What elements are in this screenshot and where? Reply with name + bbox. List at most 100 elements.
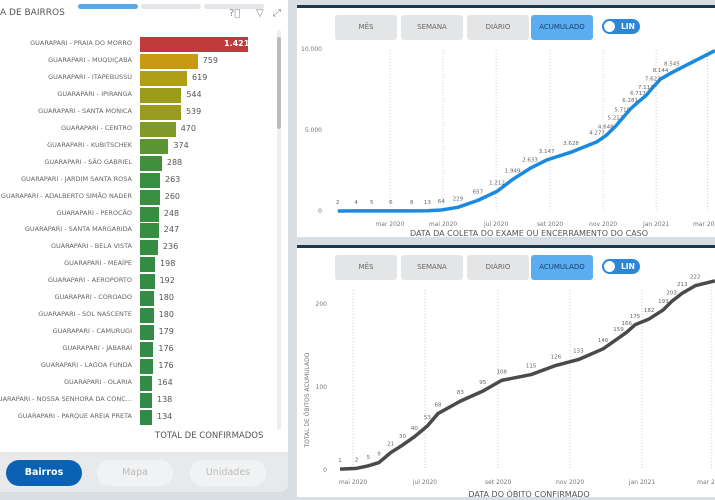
x-tick-label: jul 2020 xyxy=(412,479,437,486)
bar-row[interactable]: GUARAPARI - MEAÍPE 198 xyxy=(0,257,280,273)
bar-row[interactable]: GUARAPARI - ADALBERTO SIMÃO NADER 260 xyxy=(0,189,280,205)
bar[interactable] xyxy=(140,53,198,69)
x-tick-label: set 2020 xyxy=(485,479,512,486)
bar[interactable] xyxy=(140,223,159,239)
mes-button[interactable]: MÊS xyxy=(335,15,397,40)
data-label: 1.212 xyxy=(489,180,505,186)
bar-row[interactable]: GUARAPARI - JARDIM SANTA ROSA 263 xyxy=(0,172,280,188)
help-icon[interactable]: ?⃝ xyxy=(229,8,241,19)
bar[interactable] xyxy=(140,104,181,120)
page-tab-2[interactable] xyxy=(141,4,201,9)
bar-value: 134 xyxy=(157,411,173,421)
bar-row[interactable]: GUARAPARI - SÃO GABRIEL 288 xyxy=(0,155,280,171)
bar-value: 192 xyxy=(159,276,175,286)
data-label: 95 xyxy=(479,380,486,386)
acumulado-button[interactable]: ACUMULADO xyxy=(531,255,593,280)
bar-value: 138 xyxy=(157,394,173,404)
bar-row[interactable]: GUARAPARI - ITAPEBUSSU 619 xyxy=(0,70,280,86)
unidades-button[interactable]: Unidades xyxy=(190,460,266,486)
diario-button[interactable]: DIÁRIO xyxy=(467,15,529,40)
bar[interactable] xyxy=(140,240,158,256)
bar-row[interactable]: GUARAPARI - MUQUIÇABA 759 xyxy=(0,53,280,69)
bar-label: GUARAPARI - OLARIA xyxy=(63,378,132,386)
diario-button[interactable]: DIÁRIO xyxy=(467,255,529,280)
data-label: 4 xyxy=(354,200,358,206)
mes-button[interactable]: MÊS xyxy=(335,255,397,280)
bar[interactable] xyxy=(140,409,152,425)
bar[interactable] xyxy=(140,325,154,341)
bar-row[interactable]: GUARAPARI - PEROCÃO 248 xyxy=(0,206,280,222)
bar-value: 263 xyxy=(164,174,181,184)
bar-label: GUARAPARI - CAMURUGI xyxy=(52,327,132,336)
bar[interactable] xyxy=(140,189,160,205)
x-tick-label: mar 2021 xyxy=(697,479,715,486)
confirmed-cases-chart: MÊS SEMANA DIÁRIO ACUMULADO LIN mar 2020… xyxy=(297,5,715,238)
chart-svg: mar 2020 mai 2020 jul 2020 set 2020 nov 2020… xyxy=(301,46,715,238)
bar-row[interactable]: GUARAPARI - PRAIA DO MORRO 1.421 xyxy=(0,37,280,52)
bar-row[interactable]: GUARAPARI - COROADO 180 xyxy=(0,291,280,307)
bar-row[interactable]: GUARAPARI - PARQUE AREIA PRETA 134 xyxy=(0,409,280,425)
bar-row[interactable]: GUARAPARI - JABARAÍ 176 xyxy=(0,342,280,358)
bar-row[interactable]: GUARAPARI - BELA VISTA 236 xyxy=(0,240,280,256)
lin-log-toggle[interactable]: LIN xyxy=(602,259,640,274)
bar-row[interactable]: GUARAPARI - CENTRO 470 xyxy=(0,121,280,137)
bar-row[interactable]: GUARAPARI - LAGOA FUNDA 176 xyxy=(0,359,280,375)
semana-button[interactable]: SEMANA xyxy=(401,255,463,280)
bar-label: GUARAPARI - JABARAÍ xyxy=(62,344,132,353)
bar[interactable] xyxy=(140,308,154,324)
bar[interactable] xyxy=(140,359,154,375)
bar[interactable] xyxy=(140,392,152,408)
bar-value: 544 xyxy=(186,89,202,99)
y-tick-label: 10.000 xyxy=(301,46,322,53)
expand-icon[interactable]: ⤢ xyxy=(273,8,281,19)
x-tick-label: mar 2020 xyxy=(375,221,404,228)
mapa-button[interactable]: Mapa xyxy=(97,460,173,486)
bar[interactable] xyxy=(140,138,169,154)
bar-row[interactable]: GUARAPARI - CAMURUGI 179 xyxy=(0,325,280,341)
bar-value: 470 xyxy=(180,123,196,133)
data-label: 9 xyxy=(377,452,381,458)
data-label: 146 xyxy=(598,338,609,344)
bar[interactable] xyxy=(140,257,156,273)
bar-row[interactable]: GUARAPARI - IPIRANGA 544 xyxy=(0,87,280,103)
bairros-button[interactable]: Bairros xyxy=(6,460,82,486)
bar-row[interactable]: GUARAPARI - KUBITSCHEK 374 xyxy=(0,138,280,154)
data-label: 64 xyxy=(438,199,445,205)
bar[interactable] xyxy=(140,376,153,391)
bar[interactable] xyxy=(140,172,160,188)
scrollbar[interactable] xyxy=(277,30,281,430)
bar-label: GUARAPARI - MUQUIÇABA xyxy=(48,55,132,64)
bar-value: 260 xyxy=(164,191,181,201)
bar-row[interactable]: GUARAPARI - OLARIA 164 xyxy=(0,376,280,391)
page-tab-1[interactable] xyxy=(78,4,138,9)
acumulado-button[interactable]: ACUMULADO xyxy=(531,15,593,40)
bar-label: GUARAPARI - COROADO xyxy=(54,293,132,302)
bar[interactable] xyxy=(140,70,188,86)
y-tick-label: 200 xyxy=(316,301,328,308)
bar[interactable] xyxy=(140,87,182,103)
lin-log-toggle[interactable]: LIN xyxy=(602,19,640,34)
bar[interactable] xyxy=(140,121,176,137)
bar-label: GUARAPARI - BELA VISTA xyxy=(50,242,132,251)
bar-value: 1.421 xyxy=(224,39,250,48)
bar-row[interactable]: GUARAPARI - SANTA MONICA 539 xyxy=(0,104,280,120)
data-label: 182 xyxy=(644,308,655,314)
bar-row[interactable]: GUARAPARI - NOSSA SENHORA DA CONC... 138 xyxy=(0,392,280,408)
bar-label: GUARAPARI - SANTA MONICA xyxy=(38,106,132,115)
semana-button[interactable]: SEMANA xyxy=(401,15,463,40)
bar[interactable] xyxy=(140,155,162,171)
footer-nav: Bairros Mapa Unidades xyxy=(0,452,288,492)
bar-row[interactable]: GUARAPARI - SOL NASCENTE 180 xyxy=(0,308,280,324)
bar[interactable] xyxy=(140,37,248,52)
bar[interactable] xyxy=(140,291,154,307)
bar[interactable] xyxy=(140,274,155,290)
page-tab-3[interactable] xyxy=(204,4,264,9)
bar-row[interactable]: GUARAPARI - SANTA MARGARIDA 247 xyxy=(0,223,280,239)
filter-icon[interactable]: ▽ xyxy=(256,8,264,19)
y-tick-label: 5.000 xyxy=(305,127,322,134)
bar[interactable] xyxy=(140,342,154,358)
bar[interactable] xyxy=(140,206,159,222)
bar-label: GUARAPARI - NOSSA SENHORA DA CONC... xyxy=(0,394,132,403)
data-label: 2 xyxy=(336,200,340,206)
bar-row[interactable]: GUARAPARI - AEROPORTO 192 xyxy=(0,274,280,290)
